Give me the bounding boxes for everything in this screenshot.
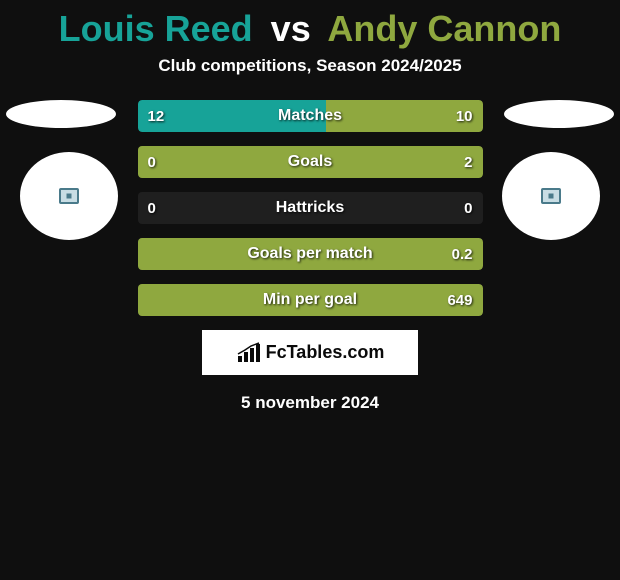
player2-avatar [502, 152, 600, 240]
stats-container: Matches1210Goals02Hattricks00Goals per m… [138, 100, 483, 316]
date-text: 5 november 2024 [0, 393, 620, 413]
player1-name: Louis Reed [59, 8, 253, 49]
brand-chart-icon [236, 342, 264, 364]
stat-value-left: 0 [148, 146, 156, 178]
placeholder-image-icon [541, 188, 561, 204]
player2-name: Andy Cannon [327, 8, 561, 49]
stat-value-left: 0 [148, 192, 156, 224]
main-area: Matches1210Goals02Hattricks00Goals per m… [0, 100, 620, 413]
stat-label: Goals [138, 146, 483, 178]
stat-label: Matches [138, 100, 483, 132]
player1-ellipse [6, 100, 116, 128]
stat-label: Min per goal [138, 284, 483, 316]
player2-ellipse [504, 100, 614, 128]
stat-value-right: 649 [447, 284, 472, 316]
vs-text: vs [271, 8, 311, 49]
stat-row: Min per goal649 [138, 284, 483, 316]
stat-value-left: 12 [148, 100, 165, 132]
stat-value-right: 0 [464, 192, 472, 224]
stat-row: Goals0 2 [138, 146, 483, 178]
stat-row: Matches12 10 [138, 100, 483, 132]
stat-value-right: 0.2 [452, 238, 473, 270]
stat-label: Hattricks [138, 192, 483, 224]
stat-label: Goals per match [138, 238, 483, 270]
stat-value-right: 10 [456, 100, 473, 132]
stat-value-right: 2 [464, 146, 472, 178]
comparison-title: Louis Reed vs Andy Cannon [0, 0, 620, 56]
brand-text: FcTables.com [266, 342, 385, 363]
player1-avatar [20, 152, 118, 240]
brand-box: FcTables.com [202, 330, 418, 375]
stat-row: Goals per match0.2 [138, 238, 483, 270]
stat-row: Hattricks0 0 [138, 192, 483, 224]
subtitle: Club competitions, Season 2024/2025 [0, 56, 620, 76]
placeholder-image-icon [59, 188, 79, 204]
